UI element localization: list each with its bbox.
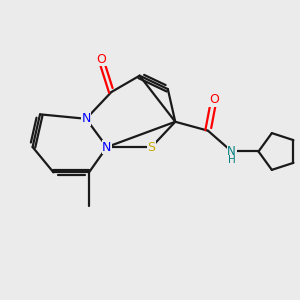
Text: N: N	[227, 145, 236, 158]
Text: S: S	[148, 140, 155, 154]
Text: O: O	[96, 53, 106, 66]
Text: N: N	[102, 140, 112, 154]
Text: H: H	[228, 155, 236, 165]
Text: O: O	[209, 93, 219, 106]
Text: N: N	[81, 112, 91, 125]
